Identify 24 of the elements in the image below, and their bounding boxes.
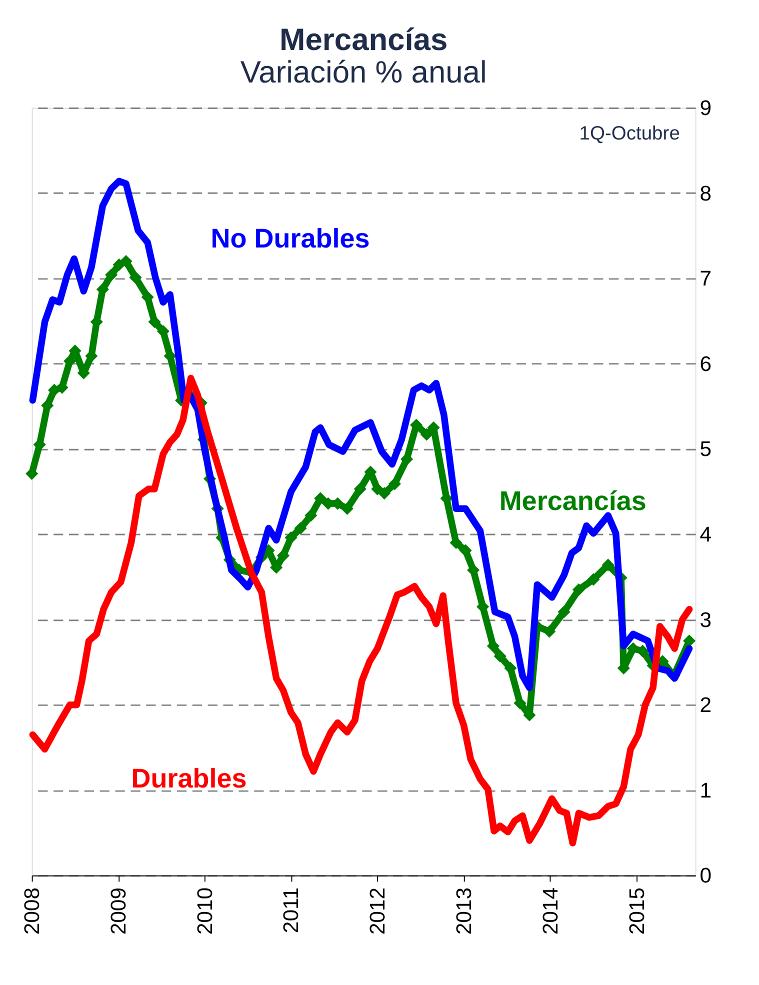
x-tick-label: 2015 [626, 887, 649, 935]
y-tick-label: 9 [700, 96, 712, 120]
y-tick-label: 7 [700, 268, 712, 291]
text: Durables [131, 764, 247, 794]
y-tick-label: 3 [700, 608, 712, 632]
series-label: Mercancías [499, 486, 646, 516]
x-tick-label: 2012 [366, 887, 390, 935]
y-tick-label: 2 [700, 694, 712, 718]
chart-title: Mercancías [280, 22, 448, 57]
annotation: 1Q-Octubre [579, 124, 680, 145]
x-tick-label: 2013 [453, 887, 476, 935]
x-tick-label: 2014 [539, 887, 562, 935]
x-tick-label: 2011 [280, 887, 304, 934]
y-tick-label: 0 [700, 864, 712, 888]
x-tick-label: 2010 [194, 887, 217, 935]
chart-subtitle: Variación % anual [240, 54, 487, 90]
y-tick-label: 6 [700, 352, 712, 376]
y-tick-label: 1 [700, 779, 712, 802]
x-tick-label: 2009 [107, 887, 130, 935]
y-tick-label: 8 [700, 182, 712, 206]
y-tick-label: 4 [700, 523, 712, 546]
text: No Durables [210, 224, 370, 254]
y-tick-label: 5 [700, 438, 712, 462]
x-tick-label: 2008 [21, 887, 44, 935]
